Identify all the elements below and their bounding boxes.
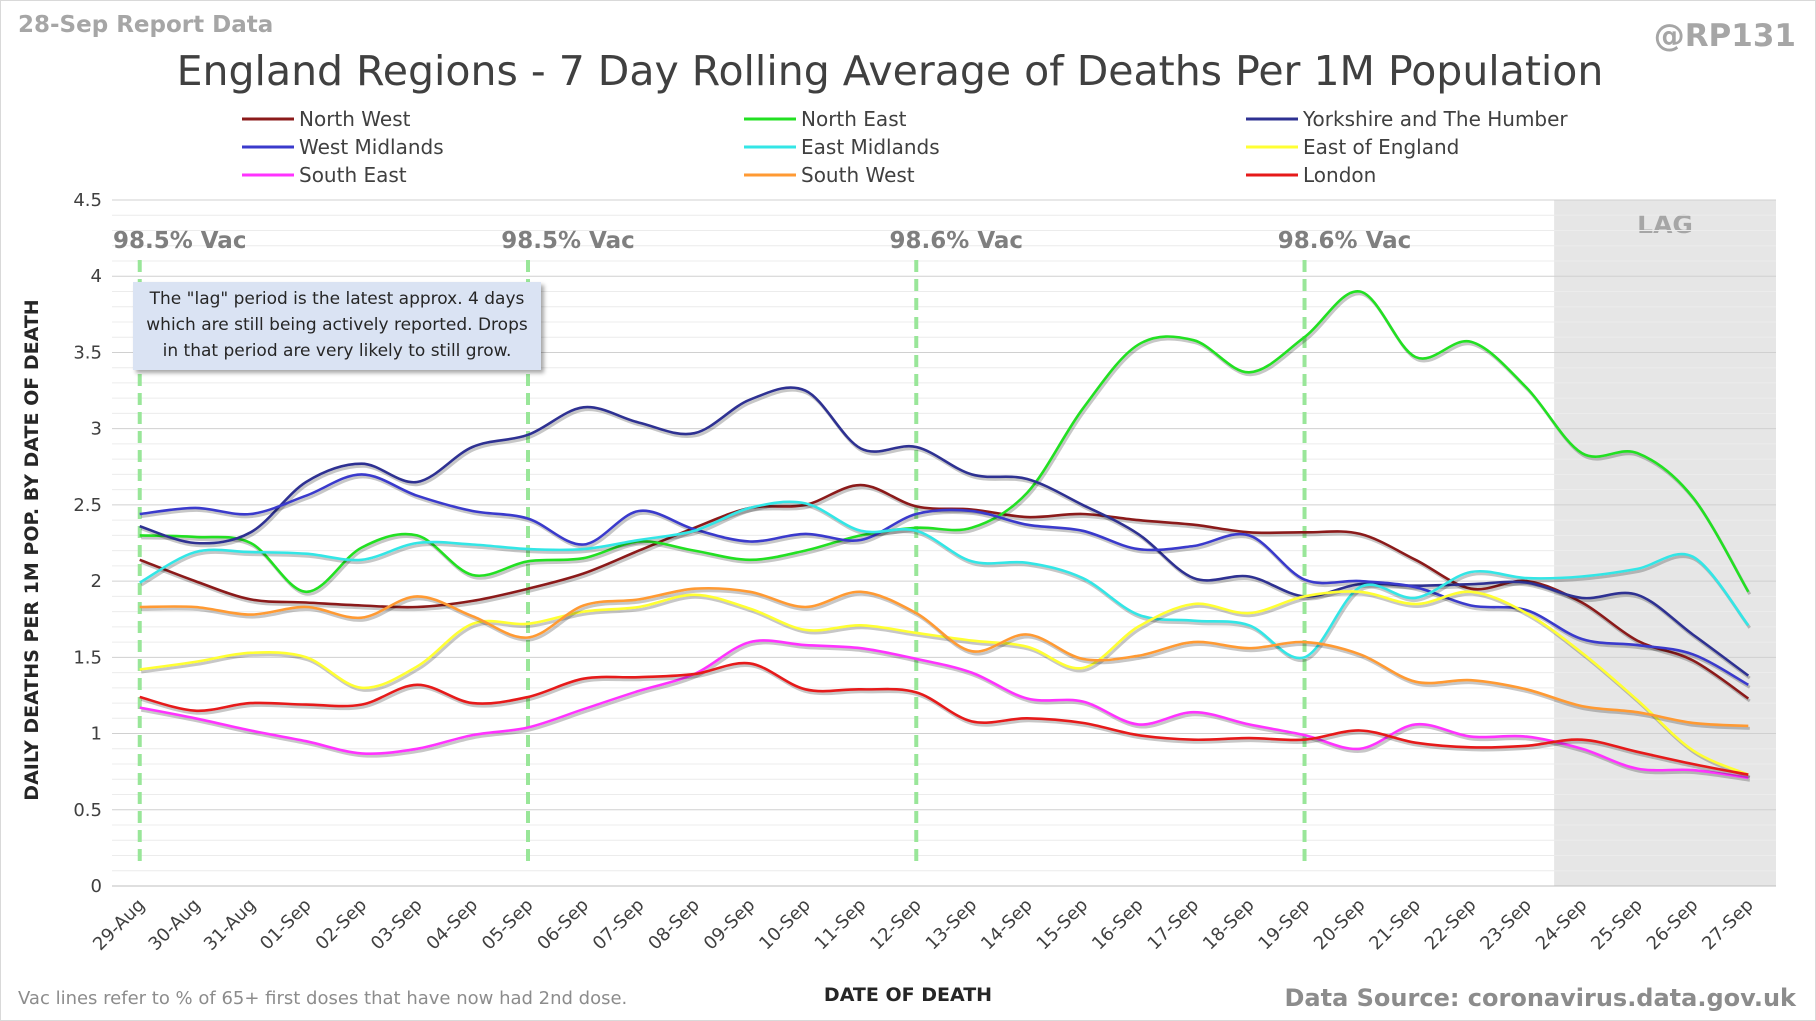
legend: North West North East Yorkshire and The Hu…	[242, 107, 1568, 187]
series-shadow-yorkshire-and-the-humber	[140, 388, 1751, 680]
vaccination-label: 98.6% Vac	[1278, 228, 1412, 254]
legend-entry: East Midlands	[801, 135, 940, 159]
legend-entry: Yorkshire and The Humber	[1302, 107, 1568, 131]
series-lines	[139, 290, 1752, 782]
y-tick-label: 3.5	[73, 342, 102, 363]
legend-entry: East of England	[1303, 135, 1459, 159]
y-tick-label: 0.5	[73, 800, 102, 821]
y-tick-label: 1.5	[73, 647, 102, 668]
series-line-west-midlands	[139, 473, 1749, 686]
series-line-south-west	[139, 586, 1749, 728]
series-shadow-east-of-england	[141, 592, 1751, 779]
y-tick-label: 1	[91, 724, 102, 745]
lag-shading	[1554, 200, 1776, 886]
legend-entry: North East	[801, 107, 907, 131]
y-tick-label: 4.5	[73, 190, 102, 211]
legend-entry: North West	[299, 107, 411, 131]
lag-note-line: which are still being actively reported.…	[146, 315, 528, 335]
author-handle: @RP131	[1654, 18, 1796, 54]
y-axis-ticks: 0 0.5 1 1.5 2 2.5 3 3.5 4 4.5	[73, 190, 102, 897]
series-shadow-south-east	[140, 641, 1751, 782]
data-source: Data Source: coronavirus.data.gov.uk	[1285, 984, 1798, 1012]
series-shadow-east-midlands	[140, 502, 1751, 663]
y-tick-label: 3	[91, 419, 102, 440]
series-line-south-east	[139, 639, 1749, 780]
series-line-north-east	[139, 290, 1750, 594]
lag-label: LAG	[1637, 210, 1693, 239]
lag-note-line: in that period are very likely to still …	[162, 341, 512, 361]
vaccination-label: 98.6% Vac	[890, 228, 1024, 254]
vaccination-label: 98.5% Vac	[501, 228, 635, 254]
legend-entry: South East	[299, 163, 407, 187]
lag-region: LAG	[1554, 200, 1776, 886]
x-axis-title: DATE OF DEATH	[824, 984, 992, 1006]
series-line-east-of-england	[139, 590, 1749, 776]
series-line-london	[139, 661, 1749, 776]
series-shadow-north-west	[140, 486, 1751, 703]
y-tick-label: 0	[91, 876, 102, 897]
series-shadow-west-midlands	[141, 475, 1751, 689]
footnote: Vac lines refer to % of 65+ first doses …	[18, 988, 627, 1009]
legend-entry: London	[1303, 163, 1376, 187]
y-tick-label: 2	[91, 571, 102, 592]
series-line-east-midlands	[139, 500, 1750, 660]
series-line-yorkshire-and-the-humber	[139, 386, 1750, 677]
lag-note-line: The "lag" period is the latest approx. 4…	[149, 289, 525, 309]
report-date-label: 28-Sep Report Data	[18, 12, 273, 38]
legend-entry: West Midlands	[299, 135, 444, 159]
y-axis-title: DAILY DEATHS PER 1M POP. BY DATE OF DEAT…	[21, 299, 43, 800]
vaccination-label: 98.5% Vac	[113, 228, 247, 254]
chart-title: England Regions - 7 Day Rolling Average …	[177, 47, 1604, 95]
y-tick-label: 4	[91, 266, 102, 287]
legend-entry: South West	[801, 163, 915, 187]
lag-note-box: The "lag" period is the latest approx. 4…	[133, 282, 541, 370]
y-tick-label: 2.5	[73, 495, 102, 516]
